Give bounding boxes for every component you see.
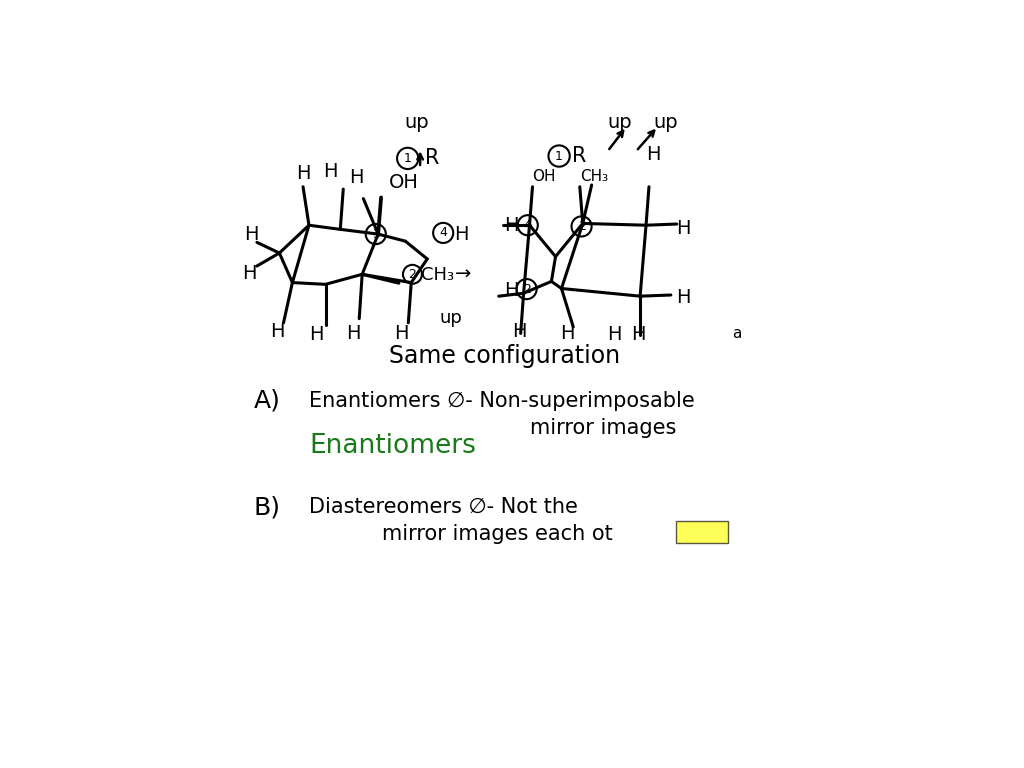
Text: 1: 1: [555, 150, 563, 163]
Text: H: H: [324, 163, 338, 181]
Text: up: up: [404, 114, 429, 132]
FancyBboxPatch shape: [676, 521, 728, 544]
Text: B): B): [254, 495, 281, 519]
Text: Diastereomers ∅- Not the: Diastereomers ∅- Not the: [309, 498, 578, 518]
Text: H: H: [394, 324, 409, 343]
Text: H: H: [270, 322, 285, 341]
Text: H: H: [309, 325, 324, 344]
Text: H: H: [245, 224, 259, 243]
Text: Enantiomers: Enantiomers: [309, 433, 476, 458]
Text: H: H: [607, 325, 622, 344]
Text: H: H: [560, 324, 574, 343]
Text: 2: 2: [409, 268, 417, 281]
Text: R: R: [572, 146, 587, 166]
Text: 4: 4: [439, 227, 447, 240]
Text: 3: 3: [372, 227, 380, 240]
Text: H: H: [646, 144, 660, 164]
Text: 2: 2: [522, 283, 530, 296]
Text: Same configuration: Same configuration: [389, 345, 620, 369]
Text: H: H: [676, 219, 690, 237]
Text: 4: 4: [524, 219, 531, 232]
Text: CH₃: CH₃: [421, 266, 454, 284]
Text: H: H: [454, 224, 468, 243]
Text: up: up: [439, 309, 462, 327]
Text: R: R: [425, 148, 439, 168]
Text: H: H: [243, 264, 257, 283]
Text: mirror images each ot: mirror images each ot: [382, 525, 612, 545]
Text: up: up: [653, 114, 678, 132]
Text: OH: OH: [389, 173, 419, 191]
Text: H: H: [676, 289, 690, 307]
Text: H: H: [631, 325, 645, 344]
Text: H: H: [505, 216, 519, 235]
Text: H: H: [512, 322, 526, 341]
Text: H: H: [349, 168, 364, 187]
Text: 1: 1: [403, 152, 412, 165]
Text: A): A): [254, 389, 281, 413]
Text: H: H: [504, 281, 518, 300]
Text: H: H: [346, 324, 360, 343]
Text: CH₃: CH₃: [581, 169, 608, 184]
Text: →: →: [455, 265, 471, 284]
Text: 2: 2: [578, 220, 586, 233]
Text: up: up: [607, 114, 632, 132]
Text: OH: OH: [532, 169, 556, 184]
Text: Enantiomers ∅- Non-superimposable: Enantiomers ∅- Non-superimposable: [309, 391, 694, 411]
Text: a: a: [732, 326, 741, 341]
Text: mirror images: mirror images: [529, 418, 676, 438]
Text: H: H: [296, 164, 310, 184]
